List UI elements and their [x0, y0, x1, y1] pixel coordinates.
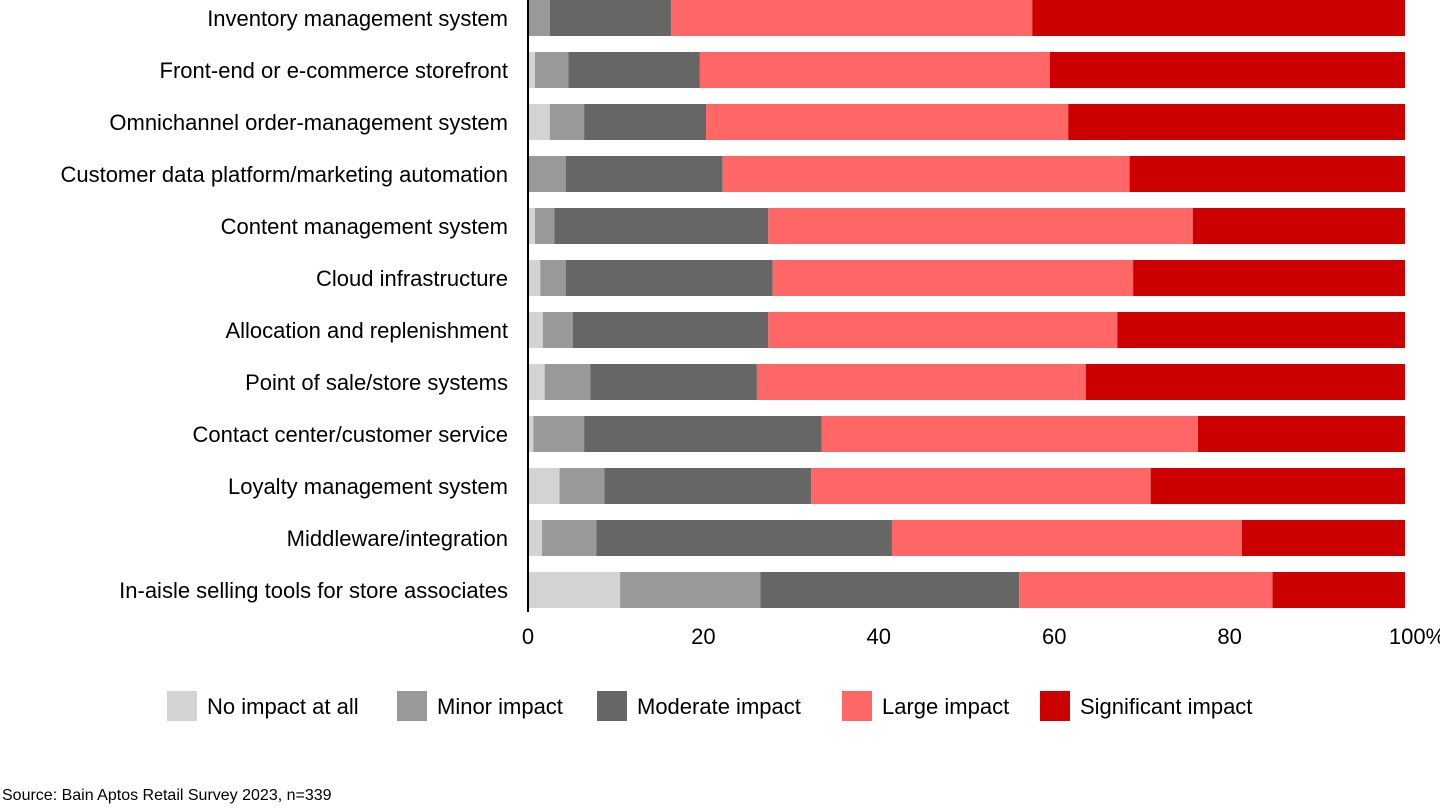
category-label: Point of sale/store systems: [245, 370, 508, 395]
bar-segment-no-impact-at-all: [528, 208, 536, 244]
bar-segment-moderate-impact: [565, 260, 773, 296]
bar-segment-moderate-impact: [554, 208, 769, 244]
bar-segment-minor-impact: [542, 520, 597, 556]
bar-segment-minor-impact: [549, 104, 585, 140]
bar-segment-no-impact-at-all: [528, 468, 560, 504]
x-tick-label: 80: [1217, 624, 1241, 649]
legend-label: Large impact: [882, 694, 1009, 719]
bar-segment-minor-impact: [535, 52, 569, 88]
stacked-bar-chart: Inventory management system Front-end or …: [60, 0, 1440, 721]
bar-segment-minor-impact: [540, 260, 566, 296]
bar-segment-large-impact: [891, 520, 1242, 556]
legend-label: Minor impact: [437, 694, 563, 719]
x-tick-label: 60: [1042, 624, 1066, 649]
category-label: Loyalty management system: [228, 474, 508, 499]
bar-segment-large-impact: [722, 156, 1130, 192]
bar-segment-significant-impact: [1032, 0, 1405, 36]
bar-segment-significant-impact: [1241, 520, 1405, 556]
category-label: Omnichannel order-management system: [109, 110, 508, 135]
legend-label: Significant impact: [1080, 694, 1252, 719]
bar-segment-no-impact-at-all: [528, 520, 543, 556]
bar-segment-moderate-impact: [565, 156, 723, 192]
category-label: Allocation and replenishment: [225, 318, 508, 343]
category-label: Customer data platform/marketing automat…: [60, 162, 508, 187]
bar-segment-moderate-impact: [596, 520, 892, 556]
bar-segment-significant-impact: [1085, 364, 1405, 400]
bar-segment-moderate-impact: [584, 416, 822, 452]
bar-segment-no-impact-at-all: [528, 364, 545, 400]
x-tick-label: 40: [867, 624, 891, 649]
bar-segment-large-impact: [768, 208, 1193, 244]
bar-segment-minor-impact: [620, 572, 761, 608]
bar-segment-minor-impact: [544, 364, 591, 400]
bar-segment-no-impact-at-all: [528, 312, 543, 348]
bar-segment-large-impact: [768, 312, 1118, 348]
bar-segment-significant-impact: [1150, 468, 1405, 504]
bar-segment-no-impact-at-all: [528, 572, 621, 608]
legend-swatch: [397, 691, 427, 721]
bar-segment-no-impact-at-all: [528, 104, 550, 140]
bar-segment-significant-impact: [1068, 104, 1405, 140]
bar-segment-moderate-impact: [604, 468, 812, 504]
category-label: Cloud infrastructure: [316, 266, 508, 291]
bar-segment-minor-impact: [533, 416, 585, 452]
legend-swatch: [842, 691, 872, 721]
bar-segment-significant-impact: [1272, 572, 1405, 608]
x-tick-label: 0: [522, 624, 534, 649]
category-label: Front-end or e-commerce storefront: [160, 58, 508, 83]
bar-segment-significant-impact: [1192, 208, 1405, 244]
source-note: Source: Bain Aptos Retail Survey 2023, n…: [2, 787, 332, 804]
legend-label: Moderate impact: [637, 694, 801, 719]
category-label: Middleware/integration: [287, 526, 508, 551]
bar-segment-large-impact: [699, 52, 1050, 88]
bar-segment-large-impact: [1019, 572, 1273, 608]
bar-segment-significant-impact: [1198, 416, 1405, 452]
bar-segment-moderate-impact: [549, 0, 671, 36]
bar-segment-minor-impact: [559, 468, 605, 504]
bar-segment-large-impact: [706, 104, 1069, 140]
bar-segment-minor-impact: [528, 0, 550, 36]
bar-segment-significant-impact: [1049, 52, 1405, 88]
category-label: Contact center/customer service: [193, 422, 508, 447]
bar-segment-minor-impact: [535, 208, 555, 244]
bar-segment-large-impact: [772, 260, 1134, 296]
legend-swatch: [1040, 691, 1070, 721]
legend-swatch: [167, 691, 197, 721]
bar-segment-no-impact-at-all: [528, 52, 536, 88]
bar-segment-no-impact-at-all: [528, 260, 541, 296]
bar-segment-minor-impact: [528, 156, 566, 192]
bar-segment-large-impact: [756, 364, 1086, 400]
bar-segment-moderate-impact: [568, 52, 700, 88]
bar-segment-moderate-impact: [590, 364, 757, 400]
bar-segment-moderate-impact: [760, 572, 1020, 608]
category-label: In-aisle selling tools for store associa…: [119, 578, 508, 603]
bar-segment-large-impact: [821, 416, 1199, 452]
bar-segment-large-impact: [670, 0, 1033, 36]
bar-segment-significant-impact: [1129, 156, 1405, 192]
bar-segment-moderate-impact: [572, 312, 769, 348]
bar-segment-moderate-impact: [584, 104, 707, 140]
x-tick-label: 100%: [1389, 624, 1440, 649]
bar-segment-significant-impact: [1117, 312, 1405, 348]
legend-swatch: [597, 691, 627, 721]
bar-segment-significant-impact: [1133, 260, 1405, 296]
bar-segment-minor-impact: [542, 312, 573, 348]
category-label: Inventory management system: [207, 6, 508, 31]
category-label: Content management system: [221, 214, 508, 239]
x-tick-label: 20: [691, 624, 715, 649]
bar-segment-no-impact-at-all: [528, 416, 534, 452]
legend-label: No impact at all: [207, 694, 359, 719]
bar-segment-large-impact: [811, 468, 1151, 504]
